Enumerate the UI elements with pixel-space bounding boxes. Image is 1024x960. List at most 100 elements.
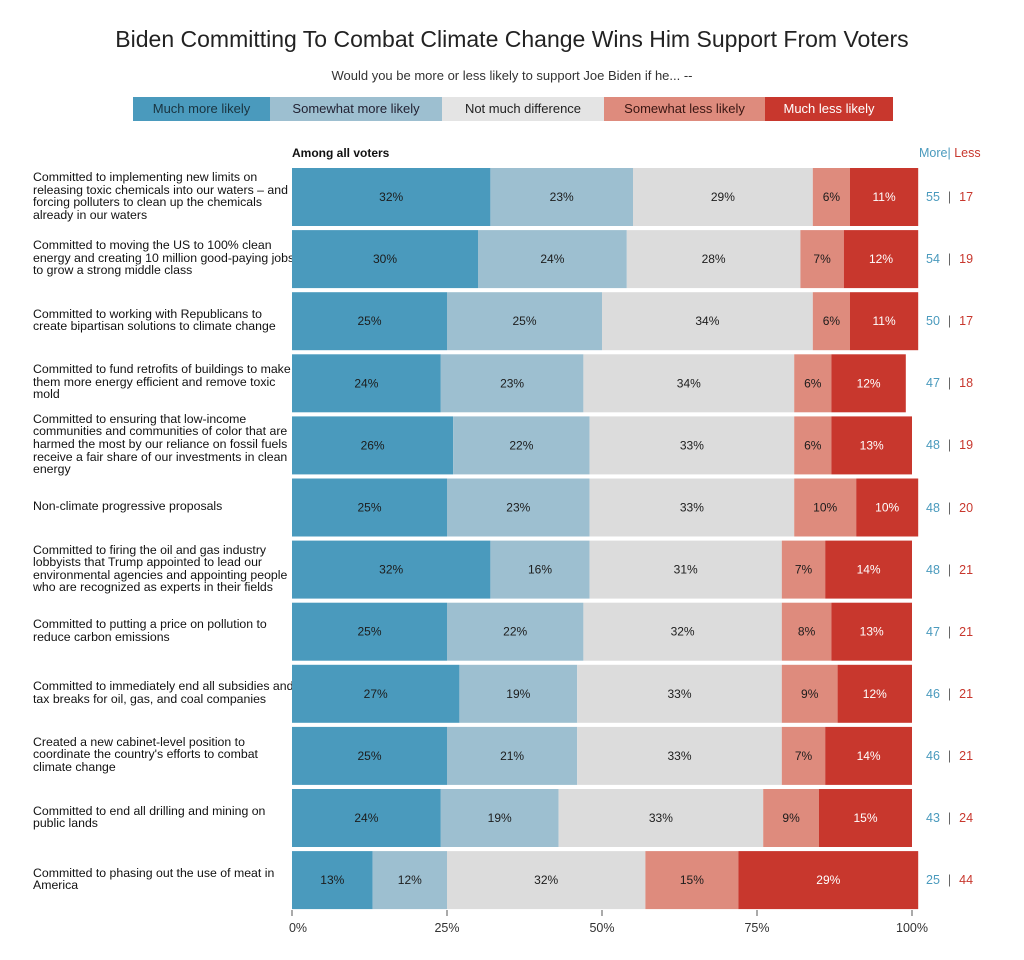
bar-segment (577, 664, 782, 723)
data-label: 12% (857, 376, 881, 390)
bar-segment (831, 416, 912, 475)
bar-segment (292, 416, 454, 475)
legend-item-somewhat-less: Somewhat less likely (604, 97, 765, 121)
more-less-separator: | (947, 376, 952, 391)
more-less-separator: | (947, 748, 952, 763)
row-label: Committed to moving the US to 100% clean… (33, 238, 295, 278)
legend: Much more likely Somewhat more likely No… (133, 97, 893, 121)
bar-segment (589, 540, 782, 599)
bar-segment (738, 851, 919, 910)
data-label: 16% (528, 563, 552, 577)
bar-segment (440, 789, 559, 847)
row-label: Committed to end all drilling and mining… (33, 803, 266, 831)
bar-segment (447, 292, 602, 351)
data-label: 15% (853, 811, 877, 825)
more-less-row: 25 | 44 (926, 873, 1016, 887)
row-label: Committed to implementing new limits on … (33, 170, 288, 222)
data-label: 12% (869, 252, 893, 266)
bar-segment (447, 602, 584, 661)
more-header: More (919, 146, 948, 160)
data-label: 19% (506, 687, 530, 701)
more-value: 48 (926, 562, 940, 577)
less-value: 19 (959, 438, 974, 453)
more-less-separator: | (947, 624, 952, 639)
more-less-separator: | (947, 686, 952, 701)
row-label: Non-climate progressive proposals (33, 499, 223, 513)
bar-segment (490, 168, 633, 226)
more-less-row: 43 | 24 (926, 811, 1016, 825)
bar-segment (490, 540, 590, 599)
x-tick-label: 50% (589, 921, 614, 935)
data-label: 25% (357, 501, 381, 515)
data-label: 22% (503, 625, 527, 639)
more-less-row: 55 | 17 (926, 190, 1016, 204)
data-label: 11% (873, 314, 896, 328)
bar-segment (589, 416, 795, 475)
more-less-row: 47 | 21 (926, 625, 1016, 639)
less-value: 20 (959, 500, 974, 515)
bar-segment (837, 664, 912, 723)
more-less-row: 47 | 18 (926, 376, 1016, 390)
bar-segment (850, 168, 919, 226)
bar-segment (292, 664, 460, 723)
data-label: 32% (671, 625, 695, 639)
bar-segment (812, 292, 850, 351)
bar-segment (812, 168, 850, 226)
bar-segment (292, 789, 441, 847)
less-value: 24 (959, 811, 974, 825)
less-value: 44 (959, 873, 974, 888)
legend-item-somewhat-more: Somewhat more likely (270, 97, 442, 121)
data-label: 33% (680, 501, 704, 515)
row-label: Committed to working with Republicans to… (33, 306, 276, 334)
bar-segment (850, 292, 919, 351)
less-value: 18 (959, 376, 974, 391)
data-label: 21% (500, 749, 524, 763)
bar-segment (292, 354, 441, 413)
more-value: 55 (926, 190, 940, 204)
data-label: 26% (361, 438, 385, 452)
bar-segment (372, 851, 447, 910)
bar-segment (825, 726, 912, 785)
bar-segment (819, 789, 912, 847)
less-value: 17 (959, 314, 974, 329)
more-less-row: 54 | 19 (926, 252, 1016, 266)
data-label: 25% (357, 625, 381, 639)
less-value: 21 (959, 562, 974, 577)
data-label: 27% (364, 687, 388, 701)
x-tick-label: 100% (896, 921, 928, 935)
bar-segment (558, 789, 764, 847)
bar-segment (292, 851, 373, 910)
data-label: 22% (509, 438, 533, 452)
data-label: 6% (823, 314, 841, 328)
data-label: 15% (680, 873, 704, 887)
bar-segment (633, 168, 813, 226)
data-label: 29% (816, 873, 840, 887)
legend-item-much-more: Much more likely (133, 97, 270, 121)
more-less-separator: | (947, 500, 952, 515)
data-label: 33% (667, 687, 691, 701)
chart-subtitle: Would you be more or less likely to supp… (331, 68, 693, 83)
more-less-row: 48 | 21 (926, 563, 1016, 577)
data-label: 24% (354, 811, 378, 825)
more-less-separator: | (947, 873, 952, 888)
bar-segment (292, 478, 447, 537)
more-less-separator: | (947, 252, 952, 267)
row-label: Committed to ensuring that low-income co… (33, 411, 288, 477)
more-value: 46 (926, 686, 940, 701)
more-value: 48 (926, 500, 940, 515)
more-less-row: 48 | 20 (926, 501, 1016, 515)
bar-segment (781, 602, 832, 661)
chart-title: Biden Committing To Combat Climate Chang… (115, 26, 909, 52)
x-tick-label: 0% (289, 921, 307, 935)
more-less-separator: | (947, 811, 952, 825)
data-label: 33% (667, 749, 691, 763)
bar-segment (831, 602, 912, 661)
data-label: 32% (534, 873, 558, 887)
bar-segment (292, 230, 478, 289)
bar-segment (459, 664, 578, 723)
bar-segment (781, 726, 826, 785)
more-value: 54 (926, 252, 940, 267)
bar-segment (440, 354, 584, 413)
more-less-separator: | (947, 314, 952, 329)
row-label: Committed to phasing out the use of meat… (33, 865, 275, 893)
